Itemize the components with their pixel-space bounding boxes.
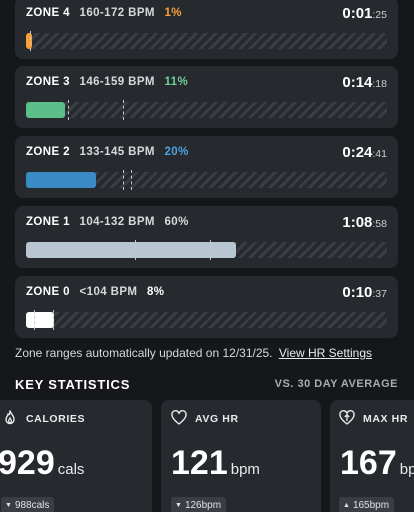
flame-icon <box>5 410 15 425</box>
stat-label: CALORIES <box>26 413 86 425</box>
stat-value: 929 cals <box>0 444 84 483</box>
stat-average-badge: ▼ 126bpm <box>171 497 227 512</box>
zone-range: 160-172 BPM <box>79 7 155 19</box>
zone-header: ZONE 4 160-172 BPM 1% <box>26 7 182 19</box>
stat-value: 167bpm <box>340 444 414 483</box>
max-hr-card[interactable]: MAX HR 167bpm ▲165bpm <box>330 400 414 512</box>
zone-percent: 11% <box>164 76 189 88</box>
zone-progress-track <box>26 310 387 330</box>
zone-progress-fill <box>26 172 96 188</box>
zone-progress-fill <box>26 242 236 258</box>
comparison-label: VS. 30 DAY AVERAGE <box>274 378 398 390</box>
heart-icon <box>171 410 187 425</box>
zone-header: ZONE 0 <104 BPM 8% <box>26 286 164 298</box>
zone-card-1: ZONE 1 104-132 BPM 60% 1:08:58 <box>15 206 398 268</box>
zone-progress-track <box>26 240 387 260</box>
stat-number: 929 <box>0 444 55 482</box>
zone-progress-track <box>26 100 387 120</box>
zone-card-0: ZONE 0 <104 BPM 8% 0:10:37 <box>15 276 398 338</box>
average-range-marker <box>123 170 132 190</box>
average-range-marker <box>135 240 211 260</box>
zone-ranges-note: Zone ranges automatically updated on 12/… <box>15 346 372 360</box>
zone-time: 1:08:58 <box>342 214 387 231</box>
trend-down-icon: ▼ <box>175 502 182 509</box>
zone-percent: 1% <box>164 7 182 19</box>
zone-progress-track <box>26 31 387 51</box>
stat-average-value: 988cals <box>14 500 50 511</box>
zone-time-seconds: :18 <box>372 78 387 90</box>
zone-name: ZONE 2 <box>26 146 70 158</box>
zone-time: 0:24:41 <box>342 144 387 161</box>
stat-unit: cals <box>57 461 85 478</box>
view-hr-settings-link[interactable]: View HR Settings <box>278 346 373 360</box>
zone-time-seconds: :25 <box>372 9 387 21</box>
zone-ranges-text: Zone ranges automatically updated on 12/… <box>15 346 273 360</box>
stat-average-value: 126bpm <box>184 500 222 511</box>
zone-name: ZONE 4 <box>26 7 70 19</box>
zone-percent: 20% <box>164 146 189 158</box>
zone-progress-fill <box>26 33 32 49</box>
key-statistics-title: KEY STATISTICS <box>15 377 131 392</box>
zone-time-main: 0:24 <box>342 144 373 161</box>
zone-percent: 8% <box>147 286 165 298</box>
zone-card-3: ZONE 3 146-159 BPM 11% 0:14:18 <box>15 66 398 128</box>
zone-range: <104 BPM <box>79 286 138 298</box>
zone-time-main: 0:01 <box>342 5 373 22</box>
zone-card-2: ZONE 2 133-145 BPM 20% 0:24:41 <box>15 136 398 198</box>
stat-average-badge: ▲ 165bpm <box>339 497 395 512</box>
zone-name: ZONE 1 <box>26 216 70 228</box>
zone-range: 133-145 BPM <box>79 146 155 158</box>
stat-label: AVG HR <box>195 413 239 425</box>
zone-name: ZONE 0 <box>26 286 70 298</box>
average-range-marker <box>68 100 124 120</box>
zone-header: ZONE 1 104-132 BPM 60% <box>26 216 189 228</box>
zone-time-seconds: :58 <box>372 218 387 230</box>
stat-average-badge: ▼ 988cals <box>1 497 55 512</box>
stat-label: MAX HR <box>363 413 409 425</box>
zone-percent: 60% <box>164 216 189 228</box>
trend-up-icon: ▲ <box>343 502 350 509</box>
zone-progress-track <box>26 170 387 190</box>
zone-time: 0:01:25 <box>342 5 387 22</box>
calories-card[interactable]: CALORIES 929 cals ▼ 988cals <box>0 400 152 512</box>
zone-time-main: 0:14 <box>342 74 373 91</box>
zone-progress-fill <box>26 312 54 328</box>
zone-time-seconds: :41 <box>372 148 387 160</box>
heart-up-icon <box>339 410 355 425</box>
zone-header: ZONE 3 146-159 BPM 11% <box>26 76 188 88</box>
stat-number: 121 <box>171 444 228 482</box>
stat-value: 121 bpm <box>171 444 260 483</box>
stat-number: 167 <box>340 444 397 482</box>
zone-time-seconds: :37 <box>372 288 387 300</box>
zone-range: 146-159 BPM <box>79 76 155 88</box>
avg-hr-card[interactable]: AVG HR 121 bpm ▼ 126bpm <box>161 400 321 512</box>
zone-header: ZONE 2 133-145 BPM 20% <box>26 146 189 158</box>
average-marker <box>30 31 31 51</box>
zone-time: 0:10:37 <box>342 284 387 301</box>
zone-time-main: 1:08 <box>342 214 373 231</box>
stat-unit: bpm <box>230 461 260 478</box>
zone-card-4: ZONE 4 160-172 BPM 1% 0:01:25 <box>15 0 398 59</box>
zone-range: 104-132 BPM <box>79 216 155 228</box>
stat-average-value: 165bpm <box>352 500 390 511</box>
trend-down-icon: ▼ <box>5 502 12 509</box>
average-range-marker <box>34 310 54 330</box>
zone-time: 0:14:18 <box>342 74 387 91</box>
zone-progress-fill <box>26 102 65 118</box>
stat-unit: bpm <box>399 461 414 478</box>
zone-time-main: 0:10 <box>342 284 373 301</box>
zone-name: ZONE 3 <box>26 76 70 88</box>
